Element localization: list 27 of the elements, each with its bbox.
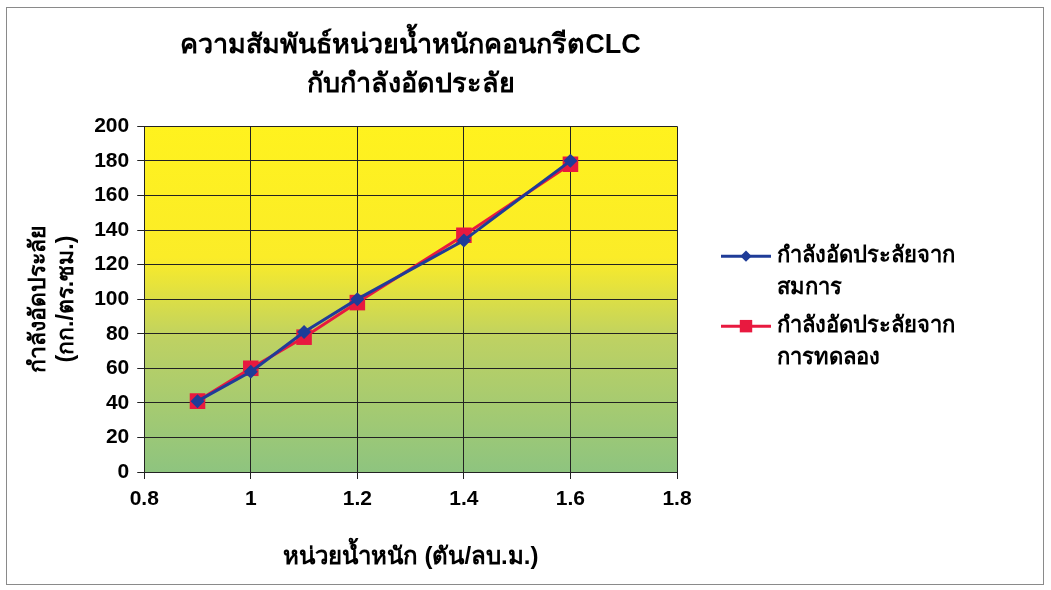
y-tick-label: 40	[105, 389, 130, 413]
y-tick-label: 180	[94, 147, 130, 171]
x-tick-label: 1.2	[342, 486, 372, 510]
y-axis-title: กำลังอัดประลัย (กก./ตร.ซม.)	[24, 225, 78, 373]
legend-label: กำลังอัดประลัยจากการทดลอง	[777, 312, 955, 370]
y-tick-label: 80	[105, 320, 130, 344]
point	[297, 324, 312, 339]
x-tick-label: 1.4	[449, 486, 479, 510]
y-tick-label: 100	[94, 285, 130, 309]
point	[563, 153, 578, 168]
y-tick-label: 20	[105, 424, 130, 448]
x-tick-label: 1.8	[662, 486, 692, 510]
y-tick-label: 200	[94, 113, 130, 137]
chart-title: ความสัมพันธ์หน่วยน้ำหนักคอนกรีตCLC กับกำลังอัดประลัย	[180, 23, 641, 99]
x-tick-label: 1	[244, 486, 257, 510]
x-axis-title: หน่วยน้ำหนัก (ตัน/ลบ.ม.)	[282, 537, 539, 570]
x-tick-label: 1.6	[555, 486, 586, 510]
x-tick-label: 0.8	[129, 486, 160, 510]
point	[350, 292, 365, 307]
y-tick-label: 140	[94, 216, 130, 240]
point	[243, 364, 258, 379]
y-tick-label: 0	[117, 458, 130, 482]
y-tick-label: 120	[94, 251, 130, 275]
point	[456, 233, 471, 248]
y-tick-label: 160	[94, 182, 130, 206]
legend-label: กำลังอัดประลัยจากสมการ	[777, 242, 955, 300]
y-tick-label: 60	[105, 355, 130, 379]
